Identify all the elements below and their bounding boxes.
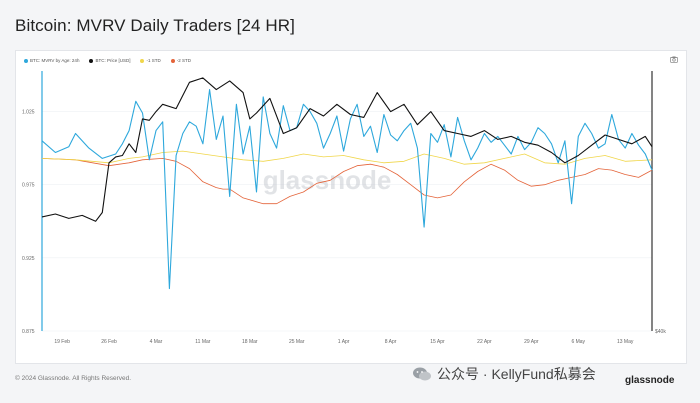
legend-item-std1[interactable]: -1 STD — [140, 58, 161, 63]
x-tick-label: 29 Apr — [524, 339, 539, 345]
x-tick-label: 6 May — [571, 339, 585, 345]
x-tick-label: 22 Apr — [477, 339, 492, 345]
legend-label: BTC: MVRV by Age: 24h — [30, 58, 80, 63]
series-line-price — [41, 77, 653, 222]
legend-swatch — [170, 58, 175, 63]
legend-item-mvrv[interactable]: BTC: MVRV by Age: 24h — [24, 58, 79, 63]
y-tick-label: 0.875 — [22, 329, 35, 335]
x-tick-label: 19 Feb — [54, 339, 70, 345]
watermark: glassnode — [263, 165, 392, 195]
x-tick-label: 15 Apr — [430, 339, 445, 345]
chart-svg: 1.025 0.975 0.925 0.875 19 Feb 26 Feb 4 Mar 11 … — [22, 71, 666, 345]
x-tick-label: 1 Apr — [338, 339, 350, 345]
copyright-text: © 2024 Glassnode. All Rights Reserved. — [15, 375, 132, 382]
x-tick-label: 8 Apr — [385, 339, 397, 345]
legend-item-price[interactable]: BTC: Price [USD] — [89, 58, 130, 63]
legend-label: BTC: Price [USD] — [95, 58, 131, 63]
legend-swatch — [24, 58, 28, 63]
series-line-std2 — [41, 158, 653, 205]
legend-label: -1 STD — [146, 58, 161, 63]
series-line-std1 — [41, 150, 653, 165]
legend-swatch — [89, 58, 94, 63]
wechat-icon — [413, 367, 431, 381]
legend-swatch — [140, 58, 145, 63]
x-tick-label: 4 Mar — [150, 339, 163, 345]
y-right-tick-label: $40k — [655, 329, 666, 335]
chart-title: Bitcoin: MVRV Daily Traders [24 HR] — [15, 16, 295, 35]
wechat-watermark: 公众号 · KellyFund私募会 — [412, 364, 596, 384]
x-tick-label: 18 Mar — [242, 339, 258, 345]
x-tick-label: 13 May — [617, 339, 634, 345]
x-tick-label: 11 Mar — [195, 339, 211, 345]
y-tick-label: 0.975 — [22, 183, 35, 189]
chart-legend: BTC: MVRV by Age: 24h BTC: Price [USD] -… — [24, 58, 191, 63]
x-tick-label: 25 Mar — [289, 339, 305, 345]
y-tick-label: 0.925 — [22, 256, 35, 262]
wechat-text: 公众号 · KellyFund私募会 — [437, 366, 596, 382]
chart-panel: BTC: MVRV by Age: 24h BTC: Price [USD] -… — [15, 50, 687, 364]
legend-label: -2 STD — [176, 58, 191, 63]
x-tick-label: 26 Feb — [101, 339, 117, 345]
camera-icon[interactable] — [670, 56, 678, 63]
y-tick-label: 1.025 — [22, 110, 35, 116]
glassnode-logo: glassnode — [625, 375, 675, 386]
legend-item-std2[interactable]: -2 STD — [170, 58, 191, 63]
